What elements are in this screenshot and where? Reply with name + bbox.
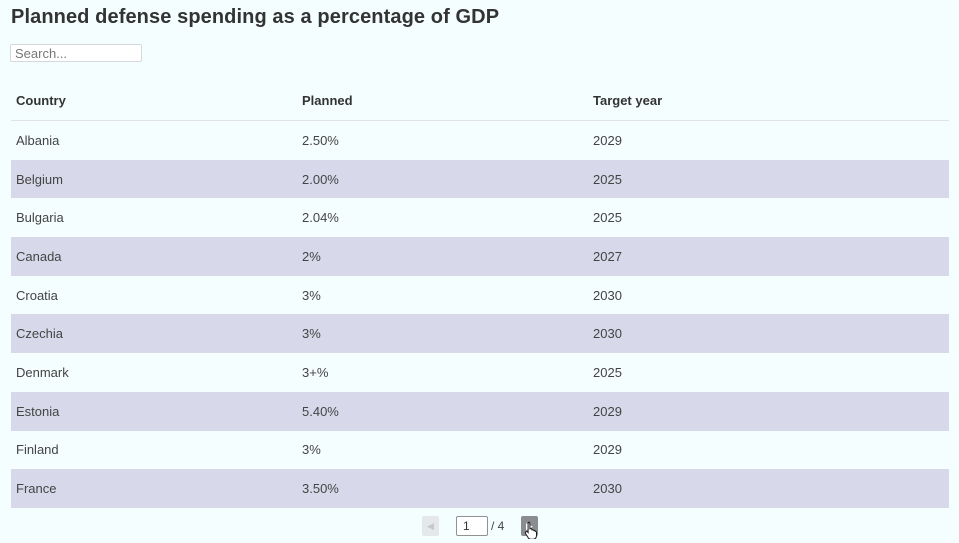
country-cell: Belgium: [16, 171, 63, 187]
country-cell: France: [16, 481, 57, 497]
planned-cell: 2.04%: [302, 210, 339, 226]
country-cell: Estonia: [16, 403, 60, 419]
country-cell: Albania: [16, 132, 60, 148]
target-year-cell: 2030: [593, 287, 622, 303]
planned-cell: 3%: [302, 326, 321, 342]
table-row: Albania 2.50% 2029: [11, 121, 949, 160]
target-year-cell: 2025: [593, 171, 622, 187]
target-year-cell: 2025: [593, 210, 622, 226]
table-row: Croatia 3% 2030: [11, 276, 949, 315]
pagination: ◀ / 4 ▶: [0, 516, 959, 536]
country-cell: Canada: [16, 248, 62, 264]
target-year-cell: 2025: [593, 364, 622, 380]
target-year-cell: 2027: [593, 248, 622, 264]
table-row: Canada 2% 2027: [11, 237, 949, 276]
hand-cursor-icon: [524, 521, 537, 539]
planned-cell: 3%: [302, 442, 321, 458]
previous-page-button[interactable]: ◀: [422, 516, 439, 536]
planned-cell: 2.00%: [302, 171, 339, 187]
target-year-cell: 2029: [593, 403, 622, 419]
target-year-cell: 2029: [593, 132, 622, 148]
column-header-planned[interactable]: Planned: [302, 92, 353, 108]
country-cell: Denmark: [16, 364, 69, 380]
country-cell: Bulgaria: [16, 210, 64, 226]
search-input[interactable]: [10, 44, 142, 62]
target-year-cell: 2030: [593, 481, 622, 497]
table-row: Denmark 3+% 2025: [11, 353, 949, 392]
planned-cell: 3%: [302, 287, 321, 303]
table-header: Country Planned Target year: [11, 80, 949, 121]
table-row: Belgium 2.00% 2025: [11, 159, 949, 199]
column-header-target-year[interactable]: Target year: [593, 92, 663, 108]
country-cell: Croatia: [16, 287, 58, 303]
country-cell: Finland: [16, 442, 59, 458]
planned-cell: 3.50%: [302, 481, 339, 497]
planned-cell: 2%: [302, 248, 321, 264]
page-title: Planned defense spending as a percentage…: [11, 6, 500, 28]
column-header-country[interactable]: Country: [16, 92, 66, 108]
target-year-cell: 2030: [593, 326, 622, 342]
table-row: Bulgaria 2.04% 2025: [11, 198, 949, 237]
table-row: Czechia 3% 2030: [11, 314, 949, 354]
planned-cell: 2.50%: [302, 132, 339, 148]
planned-cell: 5.40%: [302, 403, 339, 419]
table-row: Estonia 5.40% 2029: [11, 391, 949, 431]
chevron-left-icon: ◀: [427, 521, 434, 531]
planned-cell: 3+%: [302, 364, 329, 380]
page-total-label: / 4: [491, 519, 505, 533]
table-row: Finland 3% 2029: [11, 431, 949, 470]
target-year-cell: 2029: [593, 442, 622, 458]
country-cell: Czechia: [16, 326, 63, 342]
data-table: Country Planned Target year Albania 2.50…: [11, 80, 949, 508]
table-row: France 3.50% 2030: [11, 469, 949, 508]
page-number-input[interactable]: [456, 516, 488, 536]
